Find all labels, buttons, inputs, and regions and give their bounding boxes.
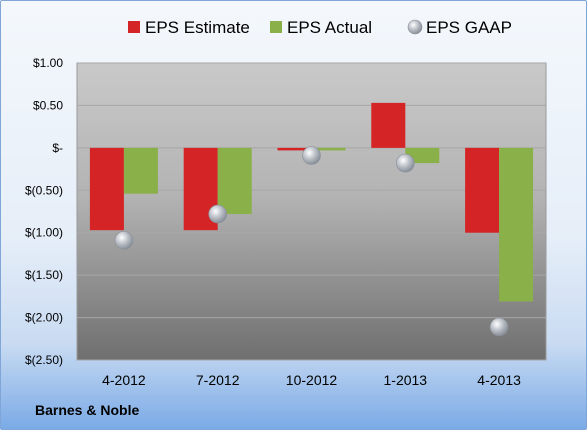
y-tick-label: $-	[52, 141, 63, 155]
y-tick-label: $(1.50)	[25, 268, 63, 282]
source-label: Barnes & Noble	[35, 402, 140, 418]
x-tick-label: 4-2012	[102, 372, 146, 388]
legend-label-eps-gaap: EPS GAAP	[426, 18, 512, 37]
legend-label-eps-actual: EPS Actual	[287, 18, 372, 37]
marker-eps-gaap	[395, 153, 415, 173]
grid-lines	[77, 62, 546, 361]
y-tick-label: $(1.00)	[25, 226, 63, 240]
x-tick-label: 1-2013	[384, 372, 428, 388]
legend-swatch-eps-gaap	[407, 19, 423, 35]
x-tick-label: 4-2013	[477, 372, 521, 388]
bar-eps-estimate	[89, 147, 124, 231]
legend-swatch-eps-actual	[270, 21, 282, 33]
bars	[89, 102, 534, 302]
y-tick-label: $1.00	[33, 56, 63, 70]
bar-eps-actual	[405, 147, 440, 164]
bar-eps-actual	[217, 147, 252, 215]
y-axis: $1.00 $0.50 $- $(0.50) $(1.00) $(1.50) $(2.00)…	[25, 56, 63, 367]
y-tick-label: $(2.50)	[25, 353, 63, 367]
legend-swatch-eps-estimate	[128, 21, 140, 33]
marker-eps-gaap	[489, 317, 509, 337]
bar-eps-estimate	[465, 147, 500, 233]
marker-eps-gaap	[208, 204, 227, 224]
y-tick-label: $(2.00)	[25, 311, 63, 325]
legend-label-eps-estimate: EPS Estimate	[145, 18, 250, 37]
marker-eps-gaap	[114, 231, 134, 250]
x-tick-label: 10-2012	[286, 372, 338, 388]
bar-eps-actual	[499, 147, 534, 302]
bar-eps-actual	[311, 147, 346, 151]
bar-eps-estimate	[277, 147, 312, 151]
bar-eps-actual	[123, 147, 158, 194]
y-tick-label: $0.50	[33, 98, 63, 112]
marker-eps-gaap	[302, 146, 321, 165]
x-axis: 4-2012 7-2012 10-2012 1-2013 4-2013	[102, 372, 521, 388]
x-tick-label: 7-2012	[196, 372, 240, 388]
legend: EPS Estimate EPS Actual EPS GAAP	[128, 18, 512, 37]
bar-eps-estimate	[371, 102, 406, 148]
gaap-markers	[114, 146, 509, 337]
y-tick-label: $(0.50)	[25, 183, 63, 197]
